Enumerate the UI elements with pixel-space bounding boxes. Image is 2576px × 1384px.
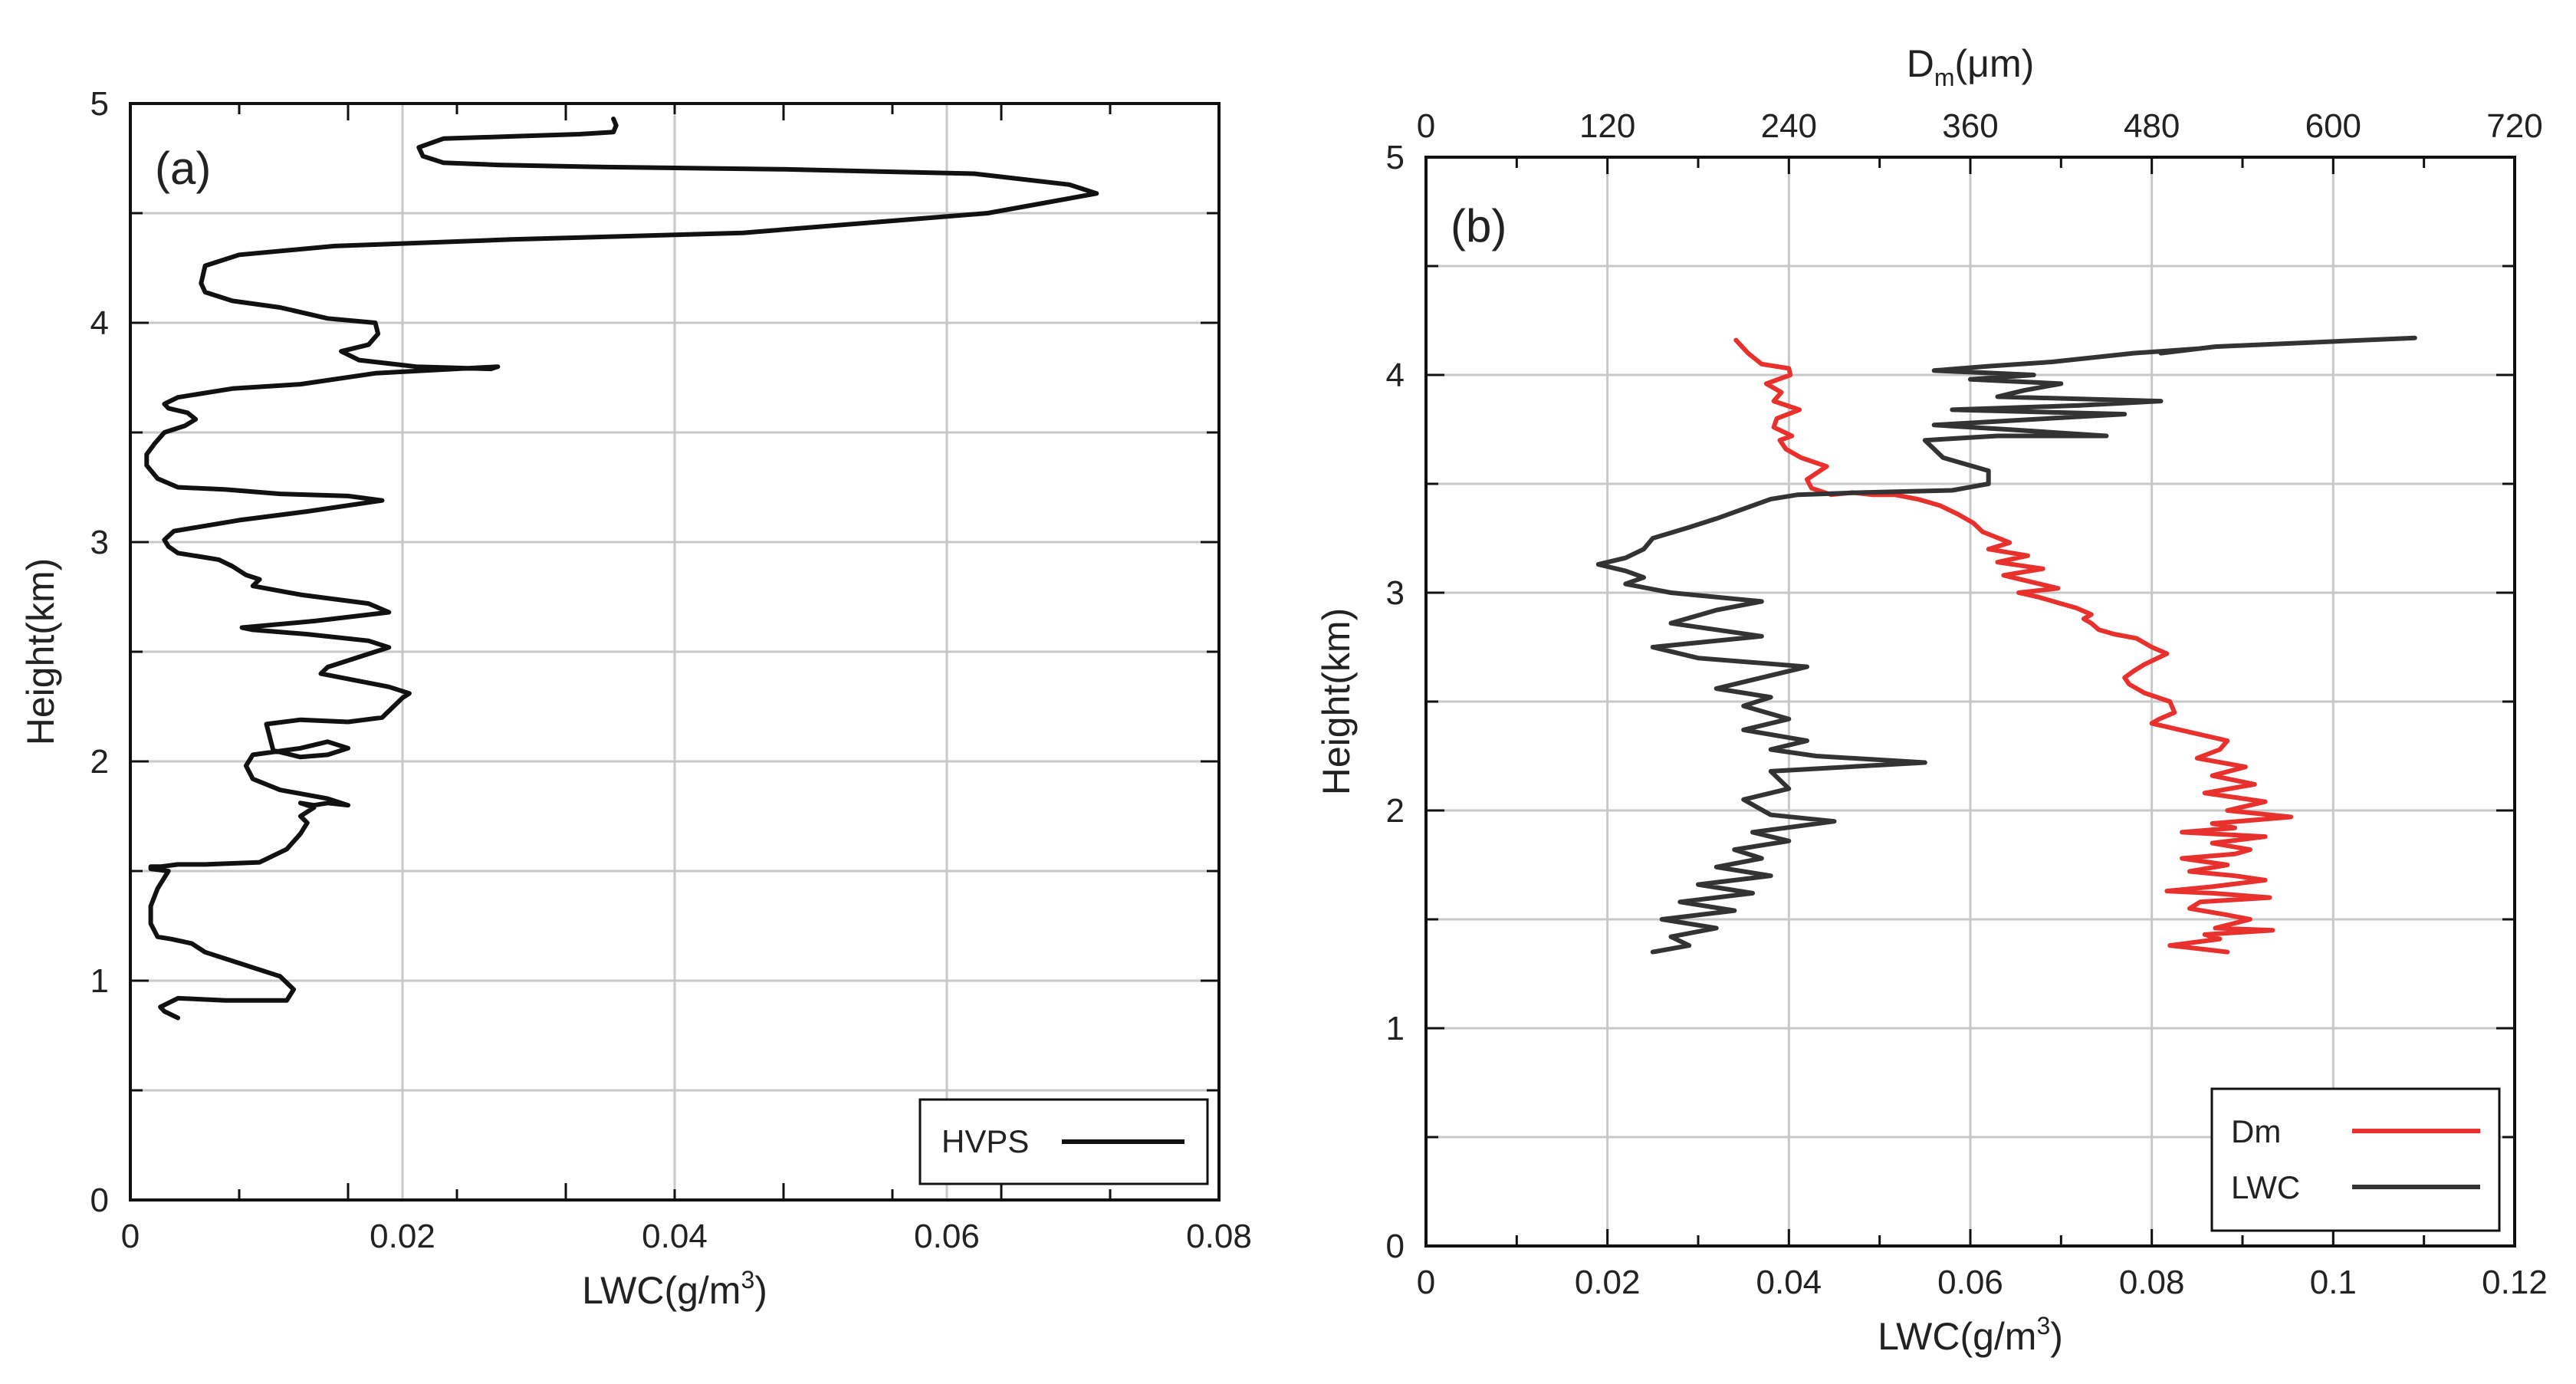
panel-b-top-tick-label: 720: [2486, 107, 2542, 145]
panel-b-x-axis-label-close: ): [2050, 1315, 2063, 1358]
panel-a-y-axis-label: Height(km): [19, 558, 62, 745]
legend-label-hvps: HVPS: [941, 1123, 1029, 1159]
panel-a-series: [144, 117, 1099, 1021]
panel-b-x-axis-label-sup: 3: [2036, 1312, 2050, 1340]
legend-label-dm: Dm: [2231, 1113, 2281, 1149]
panel-a-grid: [130, 104, 1219, 1200]
panel-a-label: (a): [155, 143, 211, 194]
panel-a-x-axis-label-close: ): [754, 1269, 767, 1312]
panel-b-x-tick-label: 0.06: [1937, 1264, 2003, 1301]
panel-b-top-axis-label-sub: m: [1934, 64, 1955, 91]
panel-a-x-tick-label: 0: [121, 1218, 140, 1255]
panel-b-x-tick-label: 0.08: [2119, 1264, 2185, 1301]
panel-a-legend: HVPS: [918, 1098, 1209, 1185]
panel-b-top-tick-label: 480: [2124, 107, 2180, 145]
panel-a-y-tick-label: 0: [90, 1182, 109, 1219]
panel-b-y-tick-label: 2: [1386, 792, 1405, 830]
panel-a-ticks: 0 0.02 0.04 0.06 0.08 0 1 2 3 4 5: [90, 85, 1252, 1255]
panel-b-y-tick-label: 0: [1386, 1228, 1405, 1265]
panel-b-y-axis-label: Height(km): [1315, 608, 1358, 795]
panel-b-y-tick-label: 1: [1386, 1010, 1405, 1047]
panel-a-x-axis-label: LWC(g/m3): [582, 1266, 767, 1312]
panel-b-series: [1595, 335, 2417, 955]
panel-b-y-tick-label: 5: [1386, 139, 1405, 176]
panel-b-top-axis-label: Dm(μm): [1907, 42, 2035, 91]
panel-b-top-tick-label: 240: [1761, 107, 1817, 145]
panel-b-top-tick-label: 120: [1579, 107, 1635, 145]
panel-b-top-axis-label-main: D: [1907, 42, 1934, 85]
panel-b-y-tick-label: 4: [1386, 357, 1405, 394]
panel-b-legend: Dm LWC: [2210, 1087, 2501, 1232]
panel-b-x-tick-label: 0.02: [1575, 1264, 1641, 1301]
panel-b-top-tick-label: 0: [1417, 107, 1435, 145]
panel-b-x-tick-label: 0.12: [2482, 1264, 2548, 1301]
panel-b-y-tick-label: 3: [1386, 574, 1405, 612]
panel-b-x-tick-label: 0.1: [2310, 1264, 2357, 1301]
panel-b-grid: [1426, 157, 2515, 1246]
series-line-lwc: [1595, 335, 2417, 955]
panel-b-top-tick-label: 360: [1942, 107, 1998, 145]
panel-b-x-axis-label: LWC(g/m3): [1878, 1312, 2063, 1358]
panel-a-x-tick-label: 0.08: [1186, 1218, 1252, 1255]
panel-a-x-axis-label-main: LWC(g/m: [582, 1269, 741, 1312]
panel-b-x-tick-label: 0: [1417, 1264, 1435, 1301]
panel-a-y-tick-label: 2: [90, 743, 109, 781]
panel-b-top-axis-label-unit: (μm): [1955, 42, 2035, 85]
panel-a-y-tick-label: 4: [90, 304, 109, 342]
panel-a-x-tick-label: 0.02: [370, 1218, 435, 1255]
panel-a-y-tick-label: 5: [90, 85, 109, 123]
legend-label-lwc: LWC: [2231, 1169, 2300, 1205]
panel-b-x-axis-label-main: LWC(g/m: [1878, 1315, 2036, 1358]
series-line-hvps: [144, 117, 1099, 1021]
panel-a-y-tick-label: 3: [90, 524, 109, 561]
panel-b-label: (b): [1451, 200, 1506, 251]
series-line-dm: [1733, 337, 2294, 955]
panel-b-top-tick-label: 600: [2305, 107, 2361, 145]
panel-a-x-axis-label-sup: 3: [741, 1266, 754, 1294]
panel-a-x-tick-label: 0.06: [914, 1218, 980, 1255]
panel-a-x-tick-label: 0.04: [642, 1218, 708, 1255]
panel-b-x-tick-label: 0.04: [1756, 1264, 1822, 1301]
panel-b-legend-box: [2210, 1087, 2501, 1232]
panel-a-y-tick-label: 1: [90, 962, 109, 1000]
